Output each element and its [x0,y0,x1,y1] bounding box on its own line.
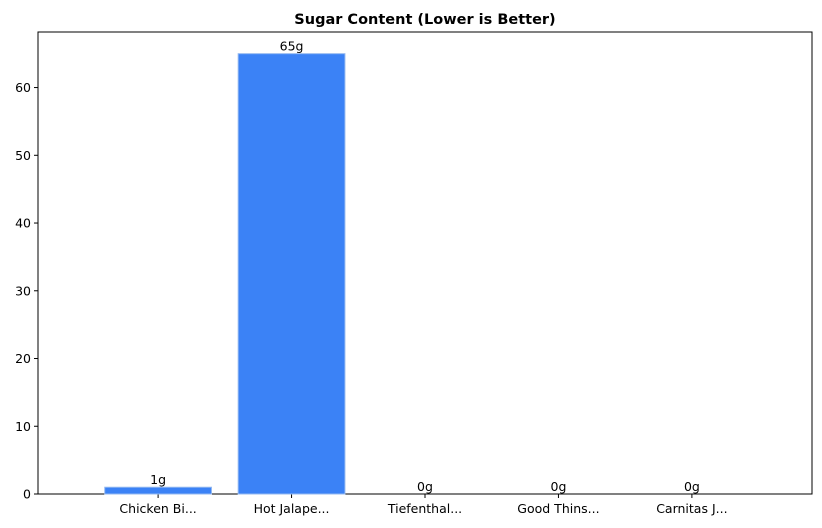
bar-value-label: 0g [551,479,567,494]
x-tick-label: Tiefenthal... [387,501,462,516]
plot-area-frame [37,31,813,495]
bar [237,53,346,495]
chart-title: Sugar Content (Lower is Better) [294,12,555,28]
bars [104,53,346,495]
bar-value-label: 65g [280,39,304,54]
y-tick-label: 50 [15,148,31,163]
y-tick-label: 60 [15,80,31,95]
y-tick-label: 40 [15,216,31,231]
y-tick-label: 20 [15,351,31,366]
x-tick-label: Carnitas J... [656,501,727,516]
bar-value-label: 0g [684,479,700,494]
x-tick-label: Chicken Bi... [119,501,196,516]
x-axis: Chicken Bi... Hot Jalape... Tiefenthal... G… [119,494,728,516]
y-tick-label: 10 [15,419,31,434]
bar-value-labels: 1g 65g 0g 0g 0g [150,39,700,494]
y-tick-label: 0 [23,487,31,502]
x-tick-label: Good Thins... [517,501,599,516]
bar [104,486,212,495]
bar-value-label: 0g [417,479,433,494]
bar-value-label: 1g [150,472,166,487]
y-tick-label: 30 [15,283,31,298]
x-tick-label: Hot Jalape... [254,501,330,516]
y-axis: 0 10 20 30 40 50 60 [15,80,38,502]
